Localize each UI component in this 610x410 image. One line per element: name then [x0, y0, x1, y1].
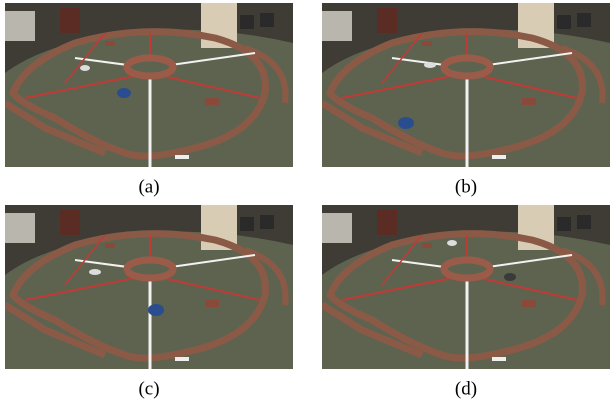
figure-svg: (a) (b) (c) (d): [0, 0, 610, 410]
caption: (a): [138, 176, 159, 197]
robot: [148, 304, 164, 316]
figure: (a) (b) (c) (d): [0, 0, 610, 410]
robot: [504, 273, 516, 281]
photo: [5, 3, 293, 167]
photo: [5, 205, 293, 369]
robot: [424, 62, 436, 68]
photo: [322, 3, 610, 167]
caption: (b): [455, 176, 477, 197]
robot: [80, 65, 90, 71]
photo: [322, 205, 610, 369]
robot: [398, 117, 414, 129]
robot: [117, 88, 131, 98]
caption: (d): [455, 378, 477, 399]
robot: [89, 269, 101, 275]
caption: (c): [138, 378, 159, 399]
robot: [447, 240, 457, 246]
